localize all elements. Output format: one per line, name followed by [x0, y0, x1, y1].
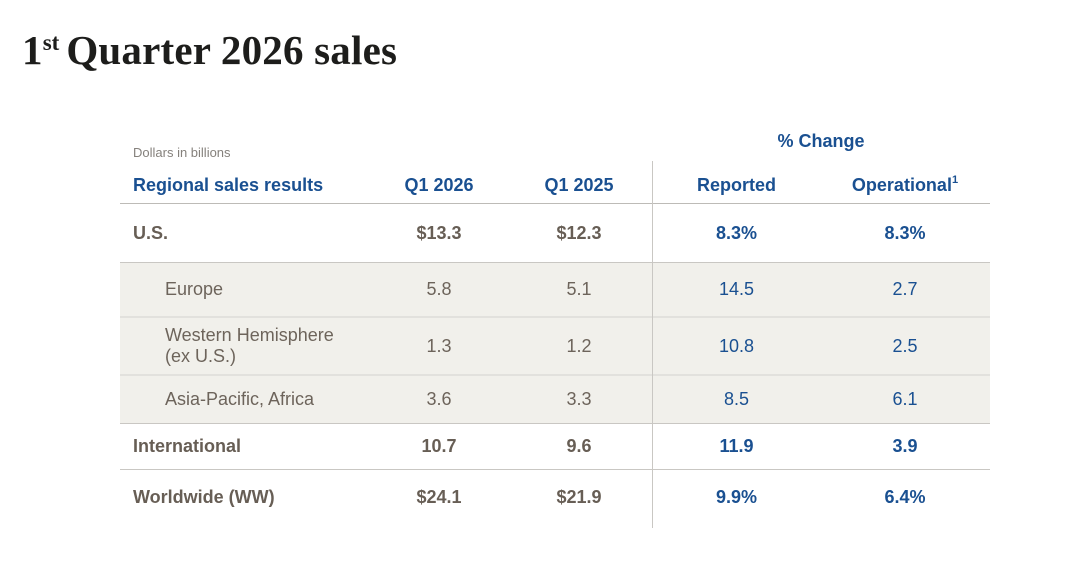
cell-operational: 3.9 — [892, 436, 918, 456]
cell-q1-2025: 3.3 — [566, 389, 592, 409]
row-label: U.S. — [133, 223, 169, 243]
cell-q1-2026: 10.7 — [421, 436, 457, 456]
cell-q1-2025: 9.6 — [566, 436, 592, 456]
percent-change-group-header: % Change — [777, 131, 865, 151]
cell-reported: 14.5 — [718, 279, 755, 299]
table-row-europe: Europe 5.8 5.1 14.5 2.7 — [120, 263, 990, 318]
cell-q1-2026: 3.6 — [426, 389, 452, 409]
table-row-asia-pacific-africa: Asia-Pacific, Africa 3.6 3.3 8.5 6.1 — [120, 376, 990, 424]
title-number: 1 — [22, 27, 43, 73]
cell-q1-2026: $24.1 — [416, 487, 462, 507]
cell-q1-2025: 1.2 — [566, 335, 592, 356]
table-row-international: International 10.7 9.6 11.9 3.9 — [120, 424, 990, 470]
cell-operational: 6.1 — [892, 389, 918, 409]
table-header-row: Regional sales results Q1 2026 Q1 2025 R… — [120, 167, 990, 204]
cell-operational: 6.4% — [884, 487, 926, 507]
row-label: Asia-Pacific, Africa — [165, 389, 315, 409]
column-header-q1-2025: Q1 2025 — [544, 174, 614, 195]
column-header-operational: Operational1 — [820, 173, 990, 196]
column-header-label: Regional sales results — [133, 174, 324, 195]
cell-q1-2025: $21.9 — [556, 487, 602, 507]
row-label: Western Hemisphere (ex U.S.) — [120, 325, 360, 367]
column-header-q1-2026: Q1 2026 — [404, 174, 474, 195]
row-label: Worldwide (WW) — [133, 487, 275, 507]
cell-q1-2026: $13.3 — [416, 223, 462, 243]
cell-operational: 2.5 — [892, 335, 918, 356]
table-body: U.S. $13.3 $12.3 8.3% 8.3% Europe 5.8 5.… — [120, 205, 990, 525]
table-row-worldwide: Worldwide (WW) $24.1 $21.9 9.9% 6.4% — [120, 470, 990, 525]
cell-q1-2025: $12.3 — [556, 223, 602, 243]
page-title: 1st Quarter 2026 sales — [22, 26, 397, 74]
title-ordinal: st — [42, 30, 60, 55]
cell-reported: 10.8 — [718, 335, 755, 356]
cell-operational: 2.7 — [892, 279, 918, 299]
column-header-operational-label: Operational — [851, 174, 952, 195]
cell-q1-2025: 5.1 — [566, 279, 592, 299]
table-note: Dollars in billions — [133, 145, 231, 160]
row-label-line2: (ex U.S.) — [165, 346, 237, 366]
cell-reported: 11.9 — [719, 436, 754, 456]
table-row-us: U.S. $13.3 $12.3 8.3% 8.3% — [120, 205, 990, 263]
row-label: International — [133, 436, 242, 456]
cell-q1-2026: 5.8 — [426, 279, 452, 299]
row-label: Europe — [165, 279, 224, 299]
cell-reported: 9.9% — [715, 487, 758, 507]
row-label-line1: Western Hemisphere — [165, 325, 334, 345]
cell-q1-2026: 1.3 — [426, 335, 452, 356]
title-rest: Quarter 2026 sales — [66, 27, 398, 73]
vertical-divider — [652, 161, 653, 528]
cell-reported: 8.5 — [723, 389, 750, 409]
regional-sales-table: Dollars in billions % Change Regional sa… — [120, 128, 990, 530]
table-row-western-hemisphere: Western Hemisphere (ex U.S.) 1.3 1.2 10.8… — [120, 318, 990, 376]
footnote-marker: 1 — [951, 173, 959, 186]
cell-reported: 8.3% — [715, 223, 758, 243]
cell-operational: 8.3% — [884, 223, 926, 243]
column-header-reported: Reported — [696, 174, 776, 195]
